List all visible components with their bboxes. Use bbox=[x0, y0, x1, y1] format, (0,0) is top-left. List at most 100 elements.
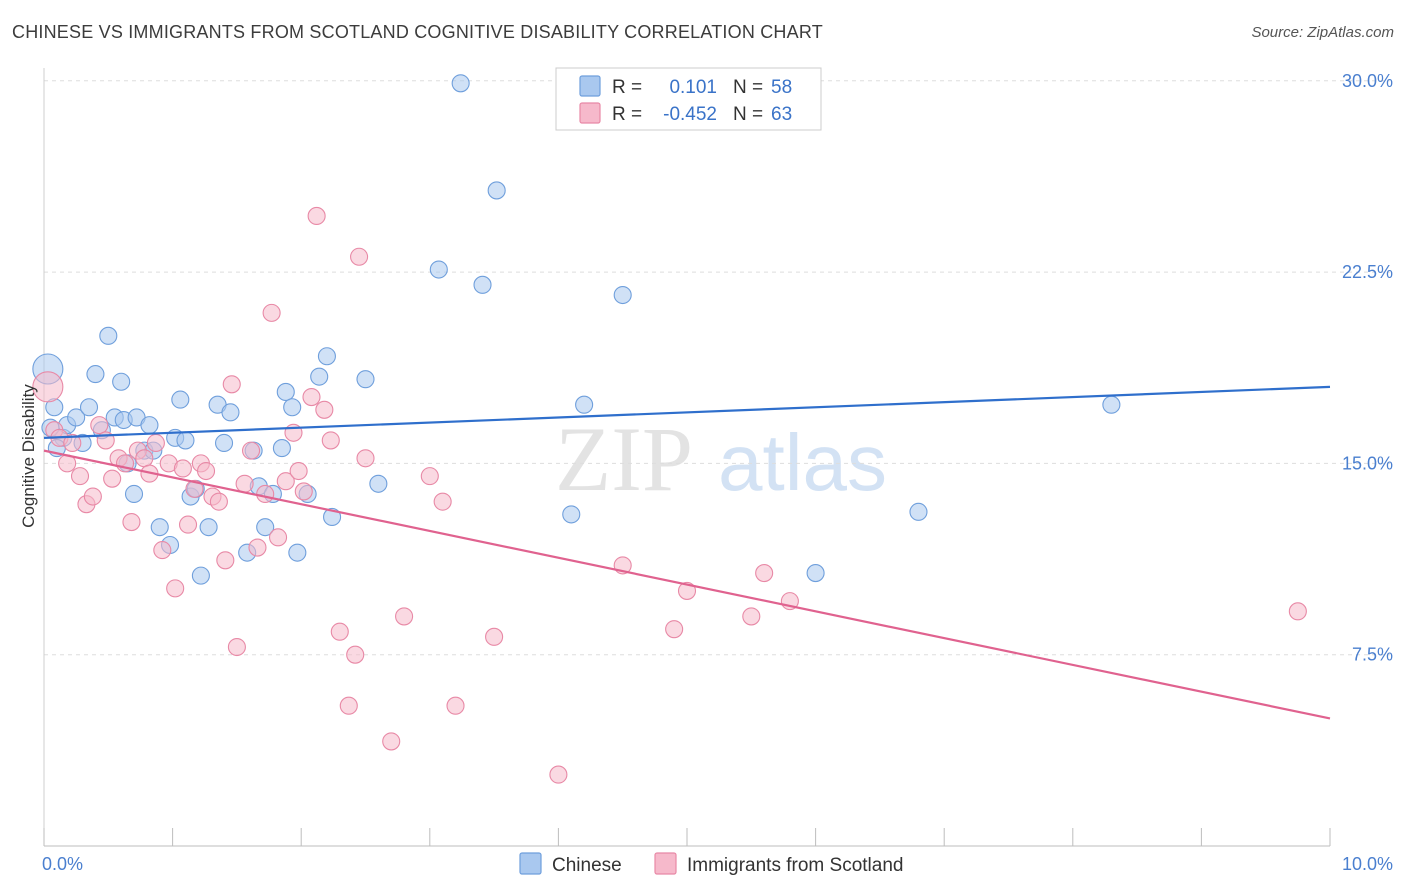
legend-r-value-scotland: -0.452 bbox=[663, 104, 717, 125]
point-scotland-44 bbox=[321, 431, 340, 450]
watermark: ZIP atlas bbox=[555, 408, 887, 510]
point-scotland-40 bbox=[294, 482, 313, 501]
point-scotland-56 bbox=[549, 765, 568, 784]
point-scotland-30 bbox=[227, 637, 246, 657]
point-scotland-23 bbox=[185, 479, 204, 498]
point-chinese-56 bbox=[1102, 395, 1121, 414]
x-tick-label-0: 0.0% bbox=[42, 854, 83, 874]
point-scotland-21 bbox=[173, 459, 192, 478]
legend-n-value-chinese: 58 bbox=[771, 77, 792, 98]
point-chinese-31 bbox=[221, 403, 240, 422]
point-chinese-45 bbox=[356, 370, 375, 389]
point-scotland-48 bbox=[350, 247, 369, 266]
point-scotland-13 bbox=[122, 512, 141, 532]
trend-line-chinese bbox=[43, 385, 1331, 439]
point-chinese-40 bbox=[288, 543, 307, 562]
point-scotland-10 bbox=[103, 469, 122, 488]
point-scotland-52 bbox=[420, 467, 439, 486]
point-scotland-60 bbox=[742, 607, 761, 626]
point-chinese-54 bbox=[806, 564, 825, 583]
point-scotland-31 bbox=[235, 474, 254, 493]
point-scotland-55 bbox=[485, 627, 504, 646]
series-chinese-points bbox=[32, 74, 1121, 585]
point-chinese-27 bbox=[191, 566, 210, 585]
point-scotland-43 bbox=[315, 400, 334, 419]
point-scotland-4 bbox=[63, 433, 82, 453]
point-scotland-46 bbox=[339, 696, 358, 715]
point-chinese-48 bbox=[451, 74, 470, 93]
point-chinese-12 bbox=[112, 372, 131, 391]
legend-swatch-chinese bbox=[579, 75, 601, 97]
point-chinese-50 bbox=[487, 181, 506, 200]
legend-r-label-chinese: R = bbox=[612, 77, 642, 98]
trend-lines bbox=[43, 385, 1331, 720]
bottom-legend-chinese: Chinese bbox=[552, 855, 622, 876]
point-scotland-33 bbox=[248, 538, 267, 557]
point-chinese-52 bbox=[575, 395, 594, 414]
point-scotland-5 bbox=[70, 467, 90, 486]
point-chinese-35 bbox=[256, 518, 275, 537]
point-chinese-37 bbox=[272, 439, 291, 458]
point-scotland-61 bbox=[755, 564, 774, 583]
point-chinese-53 bbox=[613, 285, 632, 305]
point-scotland-18 bbox=[153, 541, 172, 560]
legend-n-value-scotland: 63 bbox=[771, 104, 792, 125]
legend-swatch-scotland bbox=[579, 102, 601, 124]
point-chinese-7 bbox=[79, 398, 99, 417]
y-axis-title: Cognitive Disability bbox=[19, 384, 38, 528]
point-chinese-39 bbox=[283, 398, 302, 417]
point-scotland-34 bbox=[256, 484, 275, 504]
point-chinese-23 bbox=[171, 390, 190, 409]
point-chinese-46 bbox=[369, 474, 388, 493]
point-scotland-25 bbox=[196, 461, 216, 481]
bottom-swatch-scotland bbox=[654, 852, 677, 875]
point-chinese-5 bbox=[67, 408, 86, 427]
axes bbox=[43, 68, 1331, 847]
point-chinese-51 bbox=[562, 505, 581, 524]
point-chinese-20 bbox=[150, 518, 169, 537]
point-scotland-36 bbox=[269, 528, 288, 547]
chart-title: CHINESE VS IMMIGRANTS FROM SCOTLAND COGN… bbox=[12, 22, 823, 42]
point-scotland-0 bbox=[32, 371, 64, 403]
point-scotland-32 bbox=[241, 441, 261, 460]
bottom-legend-scotland: Immigrants from Scotland bbox=[687, 855, 903, 876]
point-chinese-10 bbox=[99, 326, 118, 345]
point-scotland-15 bbox=[135, 449, 154, 468]
watermark-atlas: atlas bbox=[718, 418, 887, 507]
point-scotland-59 bbox=[677, 581, 697, 600]
point-chinese-24 bbox=[176, 431, 195, 450]
y-tick-label-2: 22.5% bbox=[1342, 262, 1393, 282]
point-scotland-42 bbox=[307, 206, 326, 225]
legend-n-label-scotland: N = bbox=[733, 104, 763, 125]
point-chinese-42 bbox=[310, 367, 329, 386]
point-scotland-51 bbox=[395, 607, 414, 626]
point-chinese-55 bbox=[909, 502, 928, 521]
point-chinese-30 bbox=[214, 433, 234, 453]
point-scotland-45 bbox=[330, 622, 349, 641]
point-chinese-44 bbox=[323, 507, 342, 526]
point-scotland-8 bbox=[90, 416, 109, 435]
point-scotland-22 bbox=[178, 515, 198, 534]
point-scotland-27 bbox=[209, 492, 228, 511]
x-tick-label-1: 10.0% bbox=[1342, 854, 1393, 874]
tick-labels: 7.5% 15.0% 22.5% 30.0% 0.0% 10.0% bbox=[42, 71, 1393, 874]
point-scotland-63 bbox=[1288, 602, 1307, 621]
point-chinese-18 bbox=[140, 416, 159, 435]
point-scotland-7 bbox=[83, 487, 102, 506]
point-scotland-29 bbox=[222, 375, 241, 394]
watermark-zip: ZIP bbox=[555, 408, 693, 510]
point-scotland-47 bbox=[346, 645, 365, 664]
point-chinese-28 bbox=[199, 518, 218, 537]
y-tick-label-1: 15.0% bbox=[1342, 453, 1393, 473]
point-scotland-35 bbox=[262, 303, 281, 322]
chart-source: Source: ZipAtlas.com bbox=[1251, 24, 1394, 41]
point-scotland-37 bbox=[276, 472, 295, 491]
point-scotland-20 bbox=[166, 579, 185, 598]
series-legend: Chinese Immigrants from Scotland bbox=[519, 852, 903, 876]
bottom-swatch-chinese bbox=[519, 852, 542, 875]
point-chinese-47 bbox=[429, 260, 448, 279]
legend-r-value-chinese: 0.101 bbox=[669, 77, 717, 98]
point-chinese-15 bbox=[124, 484, 144, 504]
point-scotland-50 bbox=[382, 732, 401, 751]
